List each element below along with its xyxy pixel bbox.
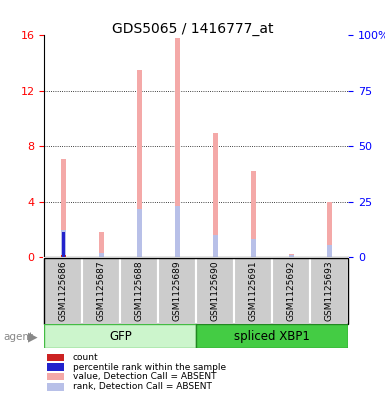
Bar xyxy=(99,253,104,257)
Bar xyxy=(62,232,65,257)
Bar xyxy=(175,206,180,257)
Bar xyxy=(158,258,196,324)
Bar xyxy=(196,324,348,348)
Bar xyxy=(310,258,348,324)
Bar xyxy=(82,258,120,324)
Text: GSM1125692: GSM1125692 xyxy=(287,260,296,321)
Bar xyxy=(196,258,234,324)
Text: GSM1125690: GSM1125690 xyxy=(211,260,220,321)
Bar xyxy=(47,363,64,371)
Bar xyxy=(327,202,332,257)
Bar xyxy=(327,245,332,257)
Bar xyxy=(251,171,256,257)
Text: GFP: GFP xyxy=(109,329,132,343)
Bar xyxy=(213,235,218,257)
Bar xyxy=(251,239,256,257)
Bar xyxy=(44,324,196,348)
Bar xyxy=(213,132,218,257)
Bar xyxy=(99,232,104,257)
Bar xyxy=(61,159,65,257)
Text: rank, Detection Call = ABSENT: rank, Detection Call = ABSENT xyxy=(73,382,212,391)
Text: agent: agent xyxy=(4,332,34,342)
Bar xyxy=(47,354,64,362)
Bar xyxy=(61,255,65,257)
Text: GSM1125688: GSM1125688 xyxy=(135,260,144,321)
Text: GSM1125691: GSM1125691 xyxy=(249,260,258,321)
Bar xyxy=(120,258,158,324)
Text: GSM1125686: GSM1125686 xyxy=(59,260,68,321)
Bar xyxy=(289,254,294,257)
Bar xyxy=(289,255,294,257)
Bar xyxy=(175,38,180,257)
Text: spliced XBP1: spliced XBP1 xyxy=(234,329,310,343)
Bar xyxy=(273,258,310,324)
Bar xyxy=(137,70,142,257)
Bar xyxy=(47,373,64,380)
Text: percentile rank within the sample: percentile rank within the sample xyxy=(73,363,226,371)
Text: value, Detection Call = ABSENT: value, Detection Call = ABSENT xyxy=(73,372,216,381)
Bar xyxy=(234,258,273,324)
Text: GSM1125693: GSM1125693 xyxy=(325,260,334,321)
Text: GDS5065 / 1416777_at: GDS5065 / 1416777_at xyxy=(112,22,273,36)
Text: GSM1125689: GSM1125689 xyxy=(173,260,182,321)
Text: GSM1125687: GSM1125687 xyxy=(97,260,106,321)
Bar xyxy=(47,383,64,391)
Bar xyxy=(137,209,142,257)
Text: count: count xyxy=(73,353,99,362)
Bar xyxy=(44,258,82,324)
Text: ▶: ▶ xyxy=(28,330,38,343)
Bar xyxy=(61,230,65,257)
